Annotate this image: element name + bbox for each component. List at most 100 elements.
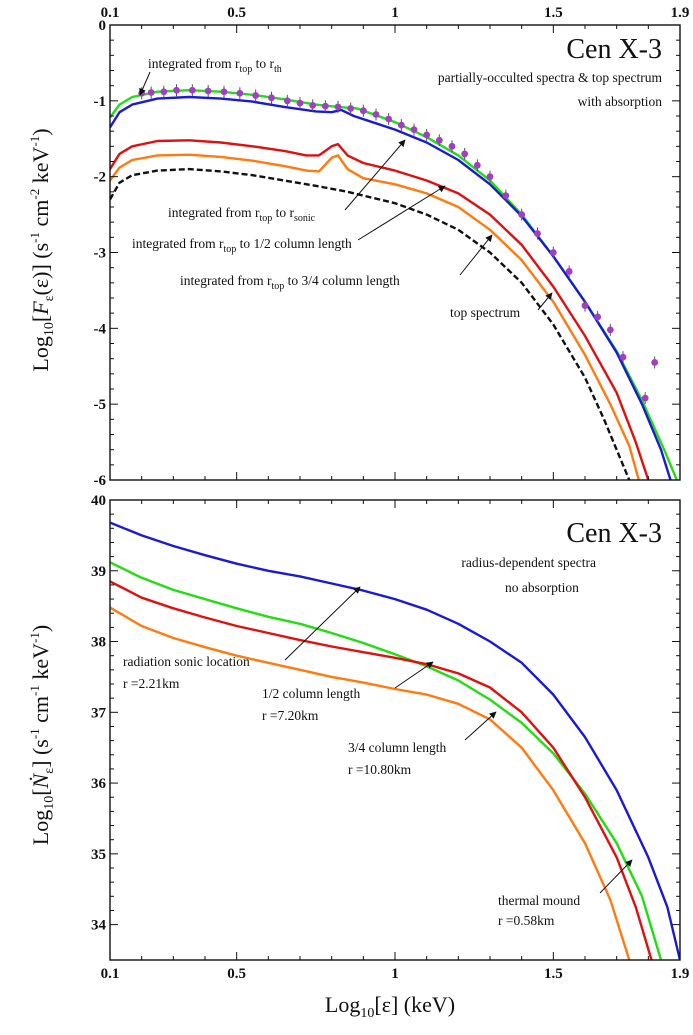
bottom-annotation-thermal-1: thermal mound <box>498 893 580 908</box>
top-y-tick-label-3: -3 <box>94 246 107 262</box>
top-data-point-17 <box>372 111 380 118</box>
bottom-x-tick-label-0: 0.1 <box>101 966 120 982</box>
top-annotation-half: integrated from rtop to 1/2 column lengt… <box>132 236 352 255</box>
top-series-line-3 <box>110 153 640 480</box>
top-x-tick-label-3: 1.5 <box>544 5 563 21</box>
top-y-tick-label-0: 0 <box>99 18 107 34</box>
bottom-x-tick-label-1: 0.5 <box>227 966 246 982</box>
bottom-series-layer <box>110 521 680 960</box>
top-data-point-34 <box>606 326 614 334</box>
bottom-x-tick-label-2: 1 <box>391 966 399 982</box>
bottom-title: Cen X-3 <box>566 518 662 549</box>
top-data-point-35 <box>619 353 627 361</box>
top-data-point-26 <box>486 173 494 181</box>
top-data-point-14 <box>334 103 342 111</box>
top-data-point-6 <box>220 88 228 96</box>
top-annotation-rth: integrated from rtop to rth <box>148 56 282 75</box>
top-data-point-19 <box>397 121 405 129</box>
top-x-tick-label-4: 1.9 <box>671 5 690 21</box>
bottom-y-tick-label-6: 34 <box>91 918 107 934</box>
top-annotation-rsonic: integrated from rtop to rsonic <box>168 205 316 224</box>
bottom-series-line-2 <box>110 580 653 960</box>
bottom-y-tick-label-1: 39 <box>91 564 106 580</box>
top-arrow-threequarter <box>459 234 493 276</box>
top-y-tick-label-5: -5 <box>94 397 107 413</box>
top-data-point-36 <box>641 394 649 402</box>
top-x-tick-label-1: 0.5 <box>227 5 246 21</box>
bottom-plot-frame <box>109 499 681 961</box>
top-panel: 0.1 0.5 1 1.5 1.9 0 -1 -2 -3 -4 -5 -6 Cen X-3 parti… <box>27 5 689 489</box>
bottom-series-line-3 <box>110 606 631 960</box>
top-y-tick-label-4: -4 <box>94 321 107 337</box>
bottom-x-axis-label: Log10[ε] (keV) <box>325 992 455 1021</box>
bottom-ticks-layer: 0.1 0.5 1 1.5 1.9 40 39 38 37 36 35 34 <box>91 493 689 982</box>
bottom-y-tick-label-5: 35 <box>91 847 106 863</box>
bottom-y-tick-label-3: 37 <box>91 705 107 721</box>
bottom-arrow-thermal <box>599 859 633 894</box>
top-data-point-27 <box>502 192 510 200</box>
top-data-point-5 <box>204 87 212 95</box>
top-data-point-25 <box>473 161 481 169</box>
bottom-arrow-sonic <box>284 586 361 661</box>
top-y-tick-label-2: -2 <box>94 170 107 186</box>
top-data-point-37 <box>651 359 659 366</box>
bottom-x-tick-label-3: 1.5 <box>544 966 563 982</box>
top-y-tick-label-6: -6 <box>94 473 107 489</box>
top-data-point-33 <box>594 313 602 321</box>
top-data-point-12 <box>309 101 317 109</box>
top-data-point-20 <box>410 126 418 134</box>
top-data-point-16 <box>359 107 367 115</box>
bottom-panel: 0.1 0.5 1 1.5 1.9 40 39 38 37 36 35 34 Cen X-3 radi… <box>27 493 689 1021</box>
bottom-annotation-threequarter-1: 3/4 column length <box>348 740 446 755</box>
top-y-tick-label-1: -1 <box>94 94 107 110</box>
top-data-point-28 <box>518 211 526 218</box>
top-data-point-7 <box>236 89 244 97</box>
top-data-point-8 <box>252 92 260 99</box>
bottom-subtitle-line-1: radius-dependent spectra <box>461 555 596 570</box>
top-data-point-9 <box>268 94 275 102</box>
bottom-series-line-1 <box>110 561 663 960</box>
top-arrow-rth <box>139 71 151 96</box>
top-x-tick-label-2: 1 <box>391 5 399 21</box>
bottom-y-tick-label-4: 36 <box>91 776 107 792</box>
top-data-point-23 <box>448 142 456 150</box>
bottom-subtitle-line-2: no absorption <box>505 580 579 595</box>
top-data-point-11 <box>296 99 304 107</box>
top-data-point-15 <box>347 105 355 112</box>
top-data-point-24 <box>461 150 469 158</box>
top-data-point-10 <box>283 97 291 105</box>
top-arrow-top-spectrum <box>537 292 553 311</box>
top-data-point-18 <box>385 115 393 123</box>
top-data-points-layer <box>138 84 659 405</box>
top-data-point-22 <box>435 136 443 144</box>
top-data-point-32 <box>581 302 589 309</box>
top-annotation-top-spectrum: top spectrum <box>450 305 521 320</box>
top-arrow-rsonic <box>344 139 406 211</box>
top-data-point-13 <box>321 102 329 110</box>
top-subtitle-line-2: with absorption <box>578 94 663 109</box>
top-data-point-3 <box>173 86 180 94</box>
top-title: Cen X-3 <box>566 34 662 65</box>
bottom-annotation-thermal-2: r =0.58km <box>498 913 555 928</box>
bottom-y-tick-label-0: 40 <box>91 493 106 509</box>
top-data-point-2 <box>160 88 168 96</box>
bottom-annotation-threequarter-2: r =10.80km <box>348 762 412 777</box>
top-series-line-4 <box>110 167 631 480</box>
top-data-point-29 <box>534 230 541 237</box>
bottom-annotation-sonic-1: radiation sonic location <box>123 654 250 669</box>
top-data-point-21 <box>423 131 431 139</box>
top-ticks-layer: 0.1 0.5 1 1.5 1.9 0 -1 -2 -3 -4 -5 -6 <box>94 5 690 489</box>
bottom-arrow-threequarter <box>464 711 497 741</box>
top-annotation-threequarter: integrated from rtop to 3/4 column lengt… <box>180 273 400 292</box>
top-plot-frame <box>109 24 681 481</box>
top-y-axis-label: Log10[Fε(ε)] (s-1 cm-2 keV-1) <box>27 128 57 371</box>
bottom-series-line-0 <box>110 521 680 960</box>
top-subtitle-line-1: partially-occulted spectra & top spectru… <box>438 70 663 85</box>
top-arrow-half <box>357 185 446 241</box>
bottom-y-tick-label-2: 38 <box>91 635 106 651</box>
bottom-annotation-half-1: 1/2 column length <box>262 686 360 701</box>
top-data-point-4 <box>188 86 196 94</box>
bottom-x-tick-label-4: 1.9 <box>671 966 690 982</box>
bottom-annotation-sonic-2: r =2.21km <box>123 676 180 691</box>
